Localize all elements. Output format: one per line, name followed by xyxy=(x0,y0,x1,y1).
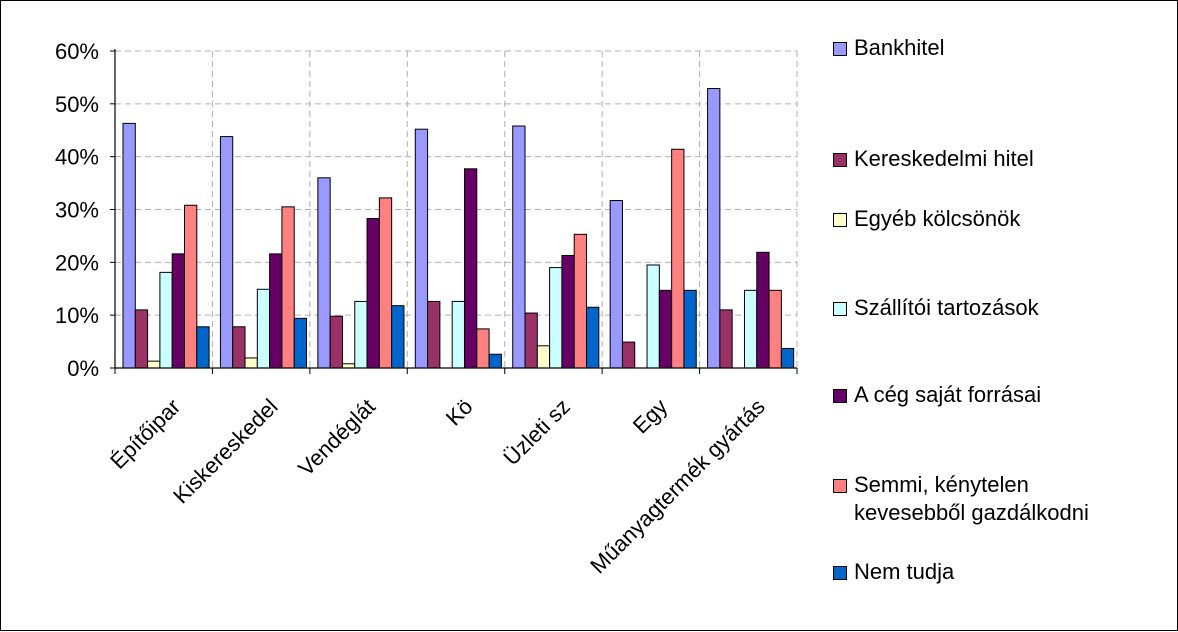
legend-item-szallitoi-tartozasok: Szállítói tartozások xyxy=(833,294,1039,322)
bar xyxy=(414,128,429,369)
bar xyxy=(159,271,173,369)
bar xyxy=(780,347,795,369)
legend-item-egyeb-kolcsonok: Egyéb kölcsönök xyxy=(833,205,1020,233)
bar xyxy=(451,300,465,369)
x-tick-label: Vendéglát xyxy=(293,394,380,481)
bar xyxy=(488,353,502,369)
bar xyxy=(476,328,490,369)
y-tick-label: 30% xyxy=(55,198,99,223)
bar xyxy=(366,217,380,369)
bar xyxy=(122,122,136,369)
bar xyxy=(281,206,295,369)
bar xyxy=(719,309,733,369)
y-tick-label: 60% xyxy=(55,39,99,64)
bar xyxy=(768,289,782,369)
bar xyxy=(317,177,331,369)
legend-swatch xyxy=(833,389,847,403)
bar xyxy=(219,136,234,369)
bar xyxy=(707,88,721,369)
bar xyxy=(586,306,600,369)
legend-label: A cég saját forrásai xyxy=(854,382,1042,407)
legend-swatch xyxy=(833,42,847,56)
x-tick-label: Kiskereskedel xyxy=(168,394,283,509)
legend-label: Szállítói tartozások xyxy=(854,295,1039,320)
legend-item-sajat-forrasai: A cég saját forrásai xyxy=(833,381,1041,409)
legend-label: Egyéb kölcsönök xyxy=(854,206,1021,231)
bar xyxy=(743,289,758,369)
y-tick-label: 40% xyxy=(55,145,99,170)
bar xyxy=(573,233,588,369)
bar xyxy=(524,312,538,369)
bar xyxy=(244,357,258,369)
legend-item-bankhitel: Bankhitel xyxy=(833,34,945,62)
bar xyxy=(427,300,441,369)
bar xyxy=(658,289,673,369)
bar xyxy=(232,326,246,369)
bar xyxy=(147,360,161,369)
legend-swatch xyxy=(833,153,847,167)
bar xyxy=(756,251,770,369)
y-tick-label: 10% xyxy=(55,303,99,328)
bar xyxy=(561,254,575,369)
bar xyxy=(621,341,636,369)
legend-label: Semmi, kénytelen kevesebből gazdálkodni xyxy=(854,472,1089,525)
x-tick-label: Műanyagtermék gyártás xyxy=(585,394,770,579)
legend-item-semmi: Semmi, kénytelen kevesebből gazdálkodni xyxy=(833,471,1089,527)
legend-swatch xyxy=(833,479,847,493)
bar xyxy=(549,267,563,369)
bar xyxy=(134,309,149,369)
bar xyxy=(269,253,283,369)
bar xyxy=(512,125,526,369)
bar xyxy=(184,204,198,369)
bar xyxy=(609,200,623,369)
legend-label: Bankhitel xyxy=(854,35,945,60)
y-tick-label: 0% xyxy=(67,356,99,381)
y-tick-label: 50% xyxy=(55,92,99,117)
legend-swatch xyxy=(833,566,847,580)
legend-item-kereskedelmi-hitel: Kereskedelmi hitel xyxy=(833,145,1034,173)
bar xyxy=(196,326,210,369)
legend-swatch xyxy=(833,213,847,227)
bar xyxy=(378,197,393,369)
x-tick-label: Kö xyxy=(441,394,478,431)
bar xyxy=(646,264,660,369)
x-tick-label: Üzleti sz xyxy=(499,394,575,470)
bar xyxy=(671,148,685,369)
x-tick-label: Építőipar xyxy=(105,394,185,474)
bar xyxy=(536,345,551,369)
bar xyxy=(463,168,478,369)
legend: Bankhitel Kereskedelmi hitel Egyéb kölcs… xyxy=(833,1,1173,632)
legend-label: Kereskedelmi hitel xyxy=(854,146,1034,171)
bar xyxy=(683,289,697,369)
bar xyxy=(354,300,368,369)
bar xyxy=(171,253,185,369)
bar xyxy=(256,288,271,369)
bar xyxy=(293,317,308,369)
x-tick-label: Egy xyxy=(628,394,672,438)
bar xyxy=(329,315,343,369)
legend-item-nem-tudja: Nem tudja xyxy=(833,558,954,586)
bar xyxy=(341,363,356,369)
legend-label: Nem tudja xyxy=(854,559,955,584)
bar xyxy=(391,305,405,369)
y-tick-label: 20% xyxy=(55,250,99,275)
legend-swatch xyxy=(833,302,847,316)
